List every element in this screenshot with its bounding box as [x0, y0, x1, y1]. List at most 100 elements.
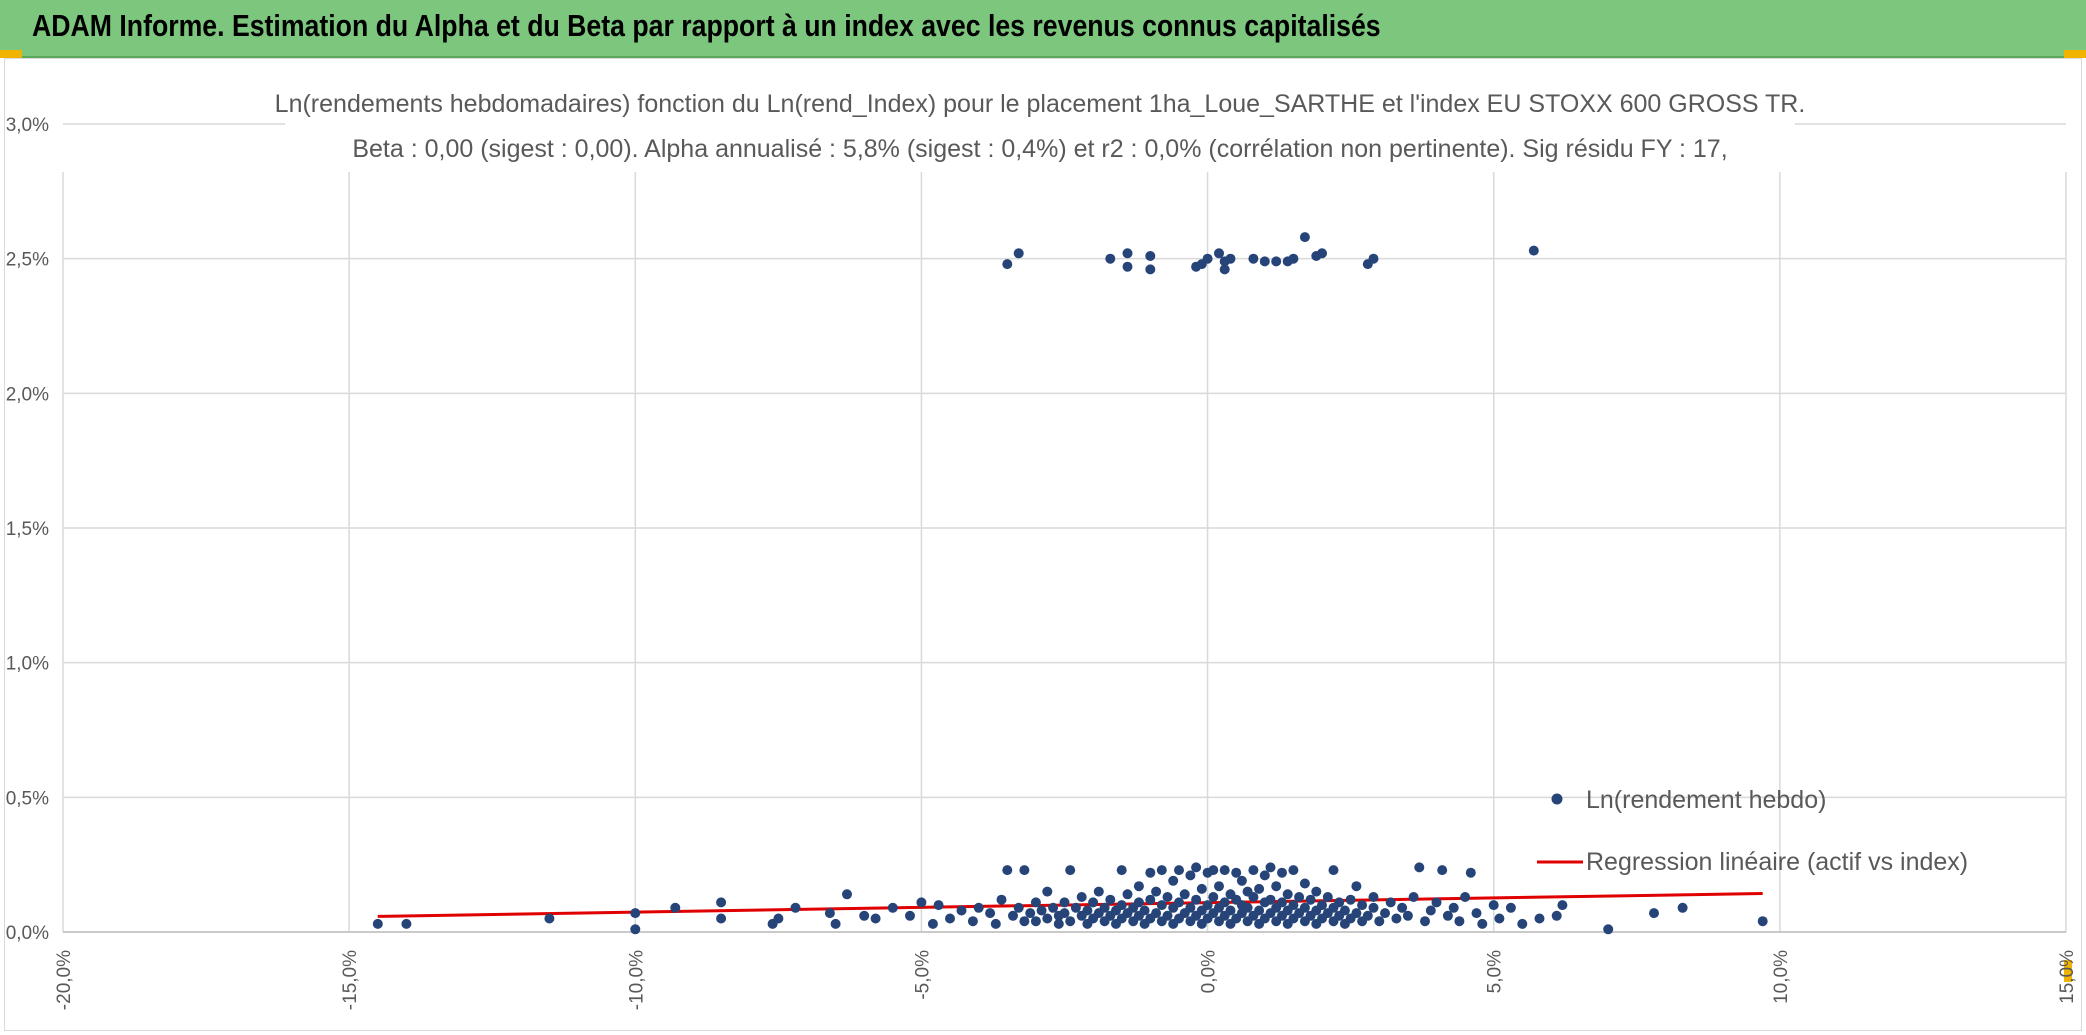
legend-marker-points	[1551, 793, 1563, 805]
data-point	[1145, 251, 1156, 261]
data-point	[1460, 892, 1471, 902]
data-point	[1305, 894, 1316, 905]
chart-title-block: Ln(rendements hebdomadaires) fonction du…	[275, 84, 1806, 170]
data-point	[1397, 902, 1408, 913]
data-point	[1380, 908, 1390, 919]
data-point	[1013, 248, 1024, 259]
data-point	[859, 910, 870, 921]
data-point	[1174, 897, 1184, 908]
y-tick-label: 3,0%	[6, 115, 49, 136]
data-point	[1551, 910, 1562, 921]
data-point	[1145, 867, 1156, 878]
data-point	[1008, 910, 1018, 921]
data-point	[1402, 910, 1413, 921]
data-point	[1059, 897, 1070, 908]
data-point	[1202, 253, 1213, 264]
axes: 0,0% 0,5% 1,0% 1,5% 2,0% 2,5% 3,0% -20,0% -15,0%…	[6, 115, 2078, 1010]
data-point	[1030, 897, 1041, 908]
data-point	[1139, 905, 1150, 916]
data-point	[1259, 870, 1270, 881]
data-point	[1391, 913, 1402, 924]
x-tick-label: -10,0%	[626, 950, 647, 1010]
data-point	[790, 902, 801, 913]
data-point	[1133, 897, 1144, 908]
data-point	[990, 918, 1001, 929]
chart-title-line-1: Ln(rendements hebdomadaires) fonction du…	[275, 90, 1806, 118]
data-point	[1145, 894, 1156, 905]
data-point	[372, 918, 383, 929]
data-point	[1065, 916, 1076, 927]
data-point	[1122, 889, 1133, 900]
data-point	[1174, 865, 1184, 876]
data-point	[1236, 875, 1247, 886]
data-point	[1202, 900, 1213, 911]
data-point	[1162, 892, 1173, 902]
data-point	[1351, 881, 1362, 892]
data-point	[1179, 889, 1190, 900]
data-point	[1185, 870, 1196, 881]
data-point	[1042, 886, 1053, 897]
data-point	[967, 916, 978, 927]
data-point	[1299, 878, 1310, 889]
data-point	[1048, 902, 1059, 913]
x-tick-label: 15,0%	[2057, 950, 2078, 1004]
data-point	[773, 913, 784, 924]
data-point	[905, 910, 915, 921]
data-point	[1677, 902, 1688, 913]
data-point	[1534, 913, 1545, 924]
data-point	[1231, 867, 1242, 878]
data-point	[1191, 894, 1202, 905]
data-point	[1248, 865, 1259, 876]
data-point	[1030, 916, 1041, 927]
data-point	[1408, 892, 1419, 902]
data-point	[1053, 918, 1064, 929]
data-point	[1254, 905, 1265, 916]
data-point	[1088, 897, 1099, 908]
data-point	[927, 918, 938, 929]
corner-marker-bottom-right	[2064, 960, 2072, 982]
data-point	[1603, 924, 1614, 935]
data-point	[1214, 881, 1224, 892]
data-point	[1196, 883, 1207, 894]
x-tick-label: -20,0%	[54, 950, 75, 1010]
data-point	[973, 902, 984, 913]
data-point	[544, 913, 555, 924]
data-point	[716, 913, 727, 924]
data-point	[1248, 892, 1259, 902]
data-point	[1082, 905, 1093, 916]
corner-marker-left	[0, 50, 22, 58]
data-point	[1122, 248, 1133, 259]
data-point	[1437, 865, 1448, 876]
data-point	[1225, 253, 1236, 264]
data-point	[842, 889, 852, 900]
data-point	[401, 918, 412, 929]
data-point	[1454, 916, 1465, 927]
data-point	[1265, 894, 1276, 905]
data-point	[1282, 889, 1293, 900]
data-point	[1133, 881, 1144, 892]
data-point	[1219, 897, 1230, 908]
data-point	[630, 908, 641, 919]
data-point	[1151, 908, 1162, 919]
data-point	[1317, 248, 1327, 259]
data-point	[1156, 900, 1167, 911]
x-tick-label: 5,0%	[1485, 950, 1506, 993]
data-point	[1649, 908, 1659, 919]
data-point	[1093, 886, 1104, 897]
y-tick-label: 1,0%	[6, 654, 49, 675]
data-point	[1116, 865, 1127, 876]
data-point	[1385, 897, 1396, 908]
data-point	[1425, 905, 1436, 916]
data-point	[1288, 900, 1299, 911]
data-point	[1339, 905, 1350, 916]
data-point	[1277, 867, 1287, 878]
data-point	[1271, 881, 1282, 892]
y-tick-label: 0,5%	[6, 788, 49, 809]
y-tick-label: 1,5%	[6, 519, 49, 540]
data-point	[1328, 865, 1339, 876]
data-point	[1299, 232, 1310, 243]
data-point	[1357, 900, 1368, 911]
data-point	[1162, 910, 1173, 921]
data-point	[716, 897, 727, 908]
